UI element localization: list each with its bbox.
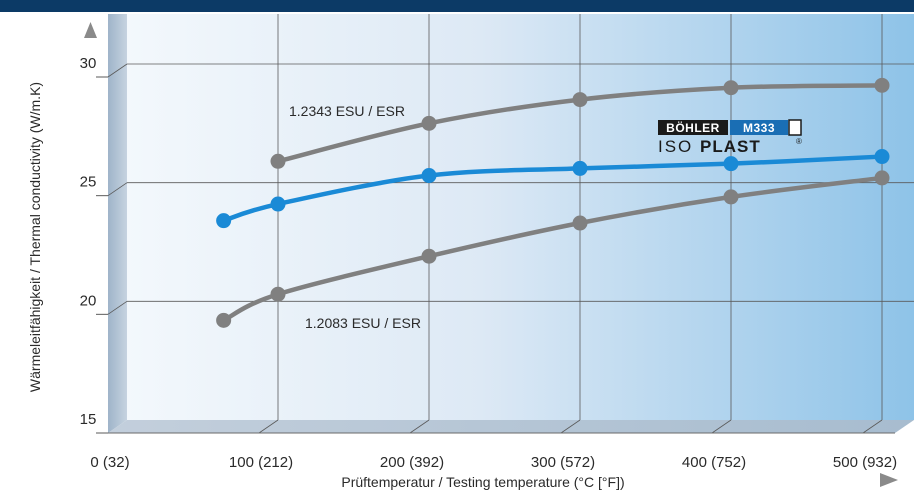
y-grid-connector [107,63,128,78]
logo-registered-mark: ® [796,137,802,146]
x-tick-label: 200 (392) [380,454,444,471]
series-0-point [723,80,739,96]
y-grid-connector [107,182,128,196]
series-1-point [270,196,286,212]
x-tick-label: 400 (752) [682,454,746,471]
series-label-1-2343: 1.2343 ESU / ESR [289,103,405,119]
y-tick-label: 25 [80,174,97,191]
series-0-point [421,115,437,131]
y-tick-label: 20 [80,292,97,309]
x-tick-label: 300 (572) [531,454,595,471]
logo-end-box [788,119,802,136]
y-tick-label: 15 [80,411,97,428]
chart-floor [108,420,914,433]
series-2-point [270,286,286,302]
series-1-point [723,156,739,172]
series-2-point [216,312,232,328]
series-2-point [572,215,588,231]
header-bar [0,0,914,12]
series-0-point [572,92,588,108]
y-axis-title: Wärmeleitfähigkeit / Thermal conductivit… [27,82,43,392]
series-2-point [421,248,437,264]
x-tick-label: 100 (212) [229,454,293,471]
axes [96,76,895,434]
series-2-point [723,189,739,205]
series-0-point [874,77,890,93]
y-grid-connector [107,301,128,315]
bohler-m333-isoplast-logo: BÖHLER M333 ISO PLAST ® [658,119,802,156]
y-axis-arrow-icon [84,22,97,38]
x-axis-arrow-icon [880,473,898,487]
logo-grade-text: M333 [743,121,775,135]
series-0-point [270,153,286,169]
chart-side-wall [108,14,127,433]
series-2-point [874,170,890,186]
series-1-point [421,168,437,184]
logo-plast-text: PLAST [700,137,761,156]
x-grid-connector [711,419,732,434]
series-label-1-2083: 1.2083 ESU / ESR [305,315,421,331]
x-axis-title: Prüftemperatur / Testing temperature (°C… [341,474,624,490]
x-tick-label: 500 (932) [833,454,897,471]
logo-grade-box [730,120,788,135]
series-1-point [216,213,232,229]
logo-brand-box [658,120,728,135]
x-grid-connector [409,419,430,434]
series-1-point [572,160,588,176]
y-tick-label: 30 [80,55,97,72]
x-grid-connector [560,419,581,434]
x-grid-connector [862,419,883,434]
plot-area [127,14,914,420]
x-tick-label: 0 (32) [90,454,129,471]
series-group [216,77,890,328]
x-grid-connector [258,419,279,434]
labels-group: 15 20 25 30 0 (32) 100 (212) 200 (392) 300 (572… [80,55,897,471]
logo-brand-text: BÖHLER [666,120,720,135]
logo-iso-text: ISO [658,137,693,156]
series-1-point [874,149,890,165]
